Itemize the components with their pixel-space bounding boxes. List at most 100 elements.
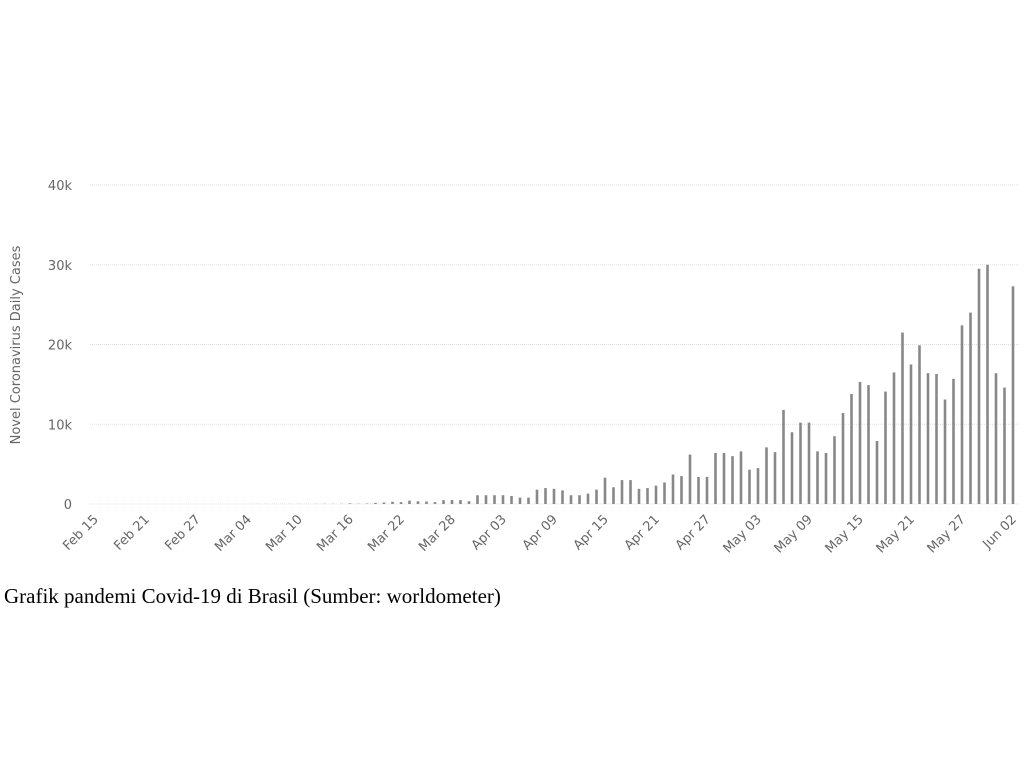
bar [731,456,734,504]
y-tick-label: 20k [48,339,73,354]
x-tick-label: Feb 21 [111,512,153,554]
bar [671,474,675,504]
bar [612,487,615,504]
bar [858,381,862,504]
bar [620,480,624,504]
bar [952,378,955,504]
x-tick-label: May 09 [772,512,816,556]
x-tick-label: May 15 [823,512,867,556]
bar [884,391,887,504]
bar [705,476,709,504]
bar [909,364,913,504]
bar [646,488,649,504]
bar [476,495,479,504]
bar [739,451,743,504]
x-tick-label: Mar 10 [263,512,306,555]
x-tick-label: May 27 [925,512,969,556]
bar [450,499,454,504]
bar [824,452,828,504]
bar [714,452,717,504]
x-tick-label: Feb 15 [60,512,102,554]
x-tick-label: Jun 02 [980,512,1020,552]
bar [756,468,760,504]
y-tick-label: 10k [48,418,73,433]
bar [637,488,641,504]
bar [629,480,632,504]
bar [518,497,522,504]
x-tick-label: Feb 27 [162,512,204,554]
y-tick-label: 0 [64,498,72,513]
bar [467,501,471,504]
bar [688,454,692,504]
bar [986,264,989,504]
bar [663,482,666,504]
bar [790,432,794,504]
x-tick-label: Mar 04 [212,512,255,555]
bar [807,422,811,504]
x-tick-label: Mar 22 [365,512,408,555]
bar [501,495,505,504]
bar [680,476,683,504]
bar [918,345,921,504]
bar [408,500,411,504]
caption: Grafik pandemi Covid-19 di Brasil (Sumbe… [4,584,501,608]
x-tick-label: May 03 [721,512,765,556]
x-tick-label: Apr 27 [673,512,714,553]
bar [578,495,581,504]
bar [654,485,658,504]
bar [799,422,802,504]
bar [969,312,972,504]
bar [348,503,352,504]
bar [442,500,445,504]
bar [399,502,403,504]
bar [892,372,896,504]
x-tick-label: Apr 21 [622,512,663,553]
bar [1011,286,1015,504]
bar [484,495,488,504]
bar [867,385,870,504]
bar [595,489,598,504]
bar [977,268,981,504]
bar [544,488,547,504]
bar [569,495,573,504]
bar [722,452,726,504]
bar [510,496,513,504]
bar [850,393,853,504]
bar [603,477,607,504]
y-tick-label: 30k [48,259,73,274]
bar [552,488,556,504]
bar [425,501,428,504]
bar [943,399,947,504]
x-tick-label: Apr 09 [520,512,561,553]
x-tick-label: Apr 15 [571,512,612,553]
x-tick-label: Mar 16 [314,512,357,555]
bar [459,500,462,504]
bar [586,493,590,504]
bar [1003,387,1006,504]
bar [748,469,751,504]
bar [782,409,785,504]
bar [382,502,386,504]
bar [697,476,700,504]
y-tick-label: 40k [48,179,73,194]
bar [901,332,904,504]
bar [935,374,938,504]
bar [433,502,437,504]
bar [527,497,530,504]
bar [773,452,777,504]
x-tick-label: Mar 28 [416,512,459,555]
bar [535,489,539,504]
x-tick-label: Apr 03 [469,512,510,553]
bar [875,440,879,504]
bar [561,490,564,504]
y-axis-label: Novel Coronavirus Daily Cases [9,245,24,444]
x-tick-label: May 21 [874,512,918,556]
bar [816,451,819,504]
bar [374,502,377,504]
bar [416,501,420,504]
bar [391,501,394,504]
bar [960,325,964,504]
bar [493,495,496,504]
